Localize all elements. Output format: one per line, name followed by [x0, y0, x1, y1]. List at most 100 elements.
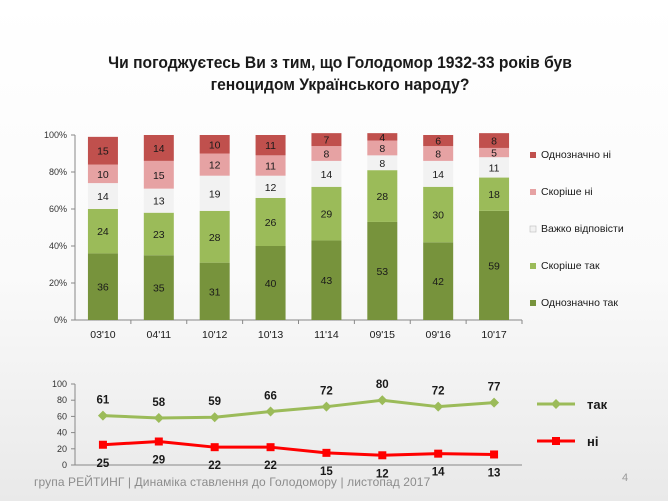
line-data-label: 22: [264, 460, 277, 472]
bar-y-tick-label: 40%: [49, 241, 67, 251]
bar-segment: [87, 136, 118, 165]
bar-legend-label: Важко відповісти: [541, 223, 624, 235]
line-data-label: 59: [208, 396, 221, 408]
bar-segment: [87, 209, 118, 254]
bar-legend-swatch: [530, 300, 536, 306]
bar-data-label: 23: [153, 229, 165, 241]
bar-data-label: 10: [209, 139, 221, 151]
line-point: [209, 412, 220, 423]
bar-segment: [143, 160, 174, 189]
bar-segment: [311, 160, 342, 187]
bar-data-label: 28: [209, 232, 221, 244]
line-legend-label: ні: [587, 434, 598, 449]
bar-data-label: 11: [265, 140, 276, 152]
bar-legend-swatch: [530, 152, 536, 158]
bar-legend-swatch: [530, 189, 536, 195]
bar-data-label: 7: [324, 135, 330, 147]
line-series-path: [102, 440, 495, 457]
line-point: [153, 413, 164, 424]
bar-data-label: 11: [265, 161, 276, 173]
bar-data-label: 24: [97, 226, 109, 238]
bar-x-tick-label: 04'11: [147, 329, 172, 341]
line-point: [490, 450, 499, 459]
line-data-label: 58: [152, 397, 165, 409]
bar-data-label: 11: [489, 162, 500, 174]
bar-segment: [87, 164, 118, 184]
bar-segment: [143, 188, 174, 213]
title-line-1: Чи погоджуєтесь Ви з тим, що Голодомор 1…: [108, 53, 572, 72]
bar-segment: [199, 175, 230, 211]
line-y-tick-label: 20: [57, 444, 67, 454]
bar-segment: [479, 147, 510, 158]
bar-data-label: 19: [209, 188, 221, 200]
line-data-label: 72: [320, 386, 333, 398]
bar-data-label: 59: [488, 260, 500, 272]
bar-data-label: 40: [265, 278, 277, 290]
bar-segment: [423, 186, 454, 243]
bar-segment: [367, 155, 398, 171]
title-line-2: геноцидом Українського народу?: [210, 75, 470, 94]
bar-x-tick-label: 10'17: [481, 329, 507, 341]
bar-segment: [255, 155, 286, 176]
bar-y-tick-label: 80%: [49, 167, 67, 177]
bar-legend-swatch: [529, 225, 537, 233]
bar-data-label: 14: [321, 169, 333, 181]
bar-x-tick-label: 09'16: [426, 329, 452, 341]
line-data-label: 15: [320, 466, 333, 478]
bar-segment: [199, 135, 230, 154]
footer-text: група РЕЙТИНГ | Динаміка ставлення до Го…: [34, 475, 431, 489]
bar-legend-label: Скоріше так: [541, 260, 600, 272]
line-point: [97, 410, 108, 421]
line-y-tick-label: 0: [62, 460, 67, 470]
bar-data-label: 12: [265, 182, 277, 194]
bar-x-tick-label: 03'10: [90, 329, 116, 341]
bar-segment: [311, 240, 342, 320]
bar-segment: [423, 146, 454, 161]
line-data-label: 72: [432, 386, 445, 398]
bar-segment: [423, 160, 454, 187]
bar-data-label: 14: [432, 169, 444, 181]
bar-data-label: 30: [432, 210, 444, 222]
bar-data-label: 26: [265, 217, 277, 229]
bar-x-tick-label: 09'15: [370, 329, 396, 341]
line-point: [321, 401, 332, 412]
bar-legend-label: Скоріше ні: [541, 186, 593, 198]
bar-data-label: 13: [153, 196, 165, 208]
line-series-path: [102, 398, 495, 420]
line-data-label: 22: [208, 460, 221, 472]
bar-segment: [423, 242, 454, 320]
bar-data-label: 12: [209, 160, 221, 172]
bar-data-label: 53: [376, 266, 388, 278]
bar-segment: [311, 146, 342, 161]
bar-segment: [143, 212, 174, 256]
bar-data-label: 4: [379, 132, 385, 144]
bar-x-tick-label: 11'14: [314, 329, 339, 341]
line-y-tick-label: 60: [57, 411, 67, 421]
bar-segment: [311, 186, 342, 241]
line-point: [489, 397, 500, 408]
bar-segment: [199, 262, 230, 320]
bar-data-label: 15: [153, 170, 165, 182]
bar-segment: [143, 135, 174, 161]
line-y-tick-label: 40: [57, 428, 67, 438]
bar-data-label: 8: [491, 136, 497, 148]
bar-segment: [479, 177, 510, 211]
line-data-label: 29: [152, 455, 165, 467]
bar-segment: [255, 246, 286, 320]
line-y-tick-label: 80: [57, 395, 67, 405]
bar-segment: [479, 133, 510, 148]
bar-segment: [143, 255, 174, 320]
bar-y-tick-label: 0%: [54, 315, 67, 325]
bar-data-label: 15: [97, 146, 109, 158]
bar-data-label: 8: [379, 143, 385, 155]
bar-segment: [255, 197, 286, 246]
line-point: [434, 449, 443, 458]
line-data-label: 13: [488, 467, 501, 479]
bar-data-label: 31: [209, 286, 221, 298]
line-point: [433, 401, 444, 412]
bar-data-label: 8: [324, 149, 330, 161]
bar-data-label: 14: [153, 143, 165, 155]
bar-data-label: 28: [376, 191, 388, 203]
bar-y-tick-label: 100%: [44, 130, 67, 140]
